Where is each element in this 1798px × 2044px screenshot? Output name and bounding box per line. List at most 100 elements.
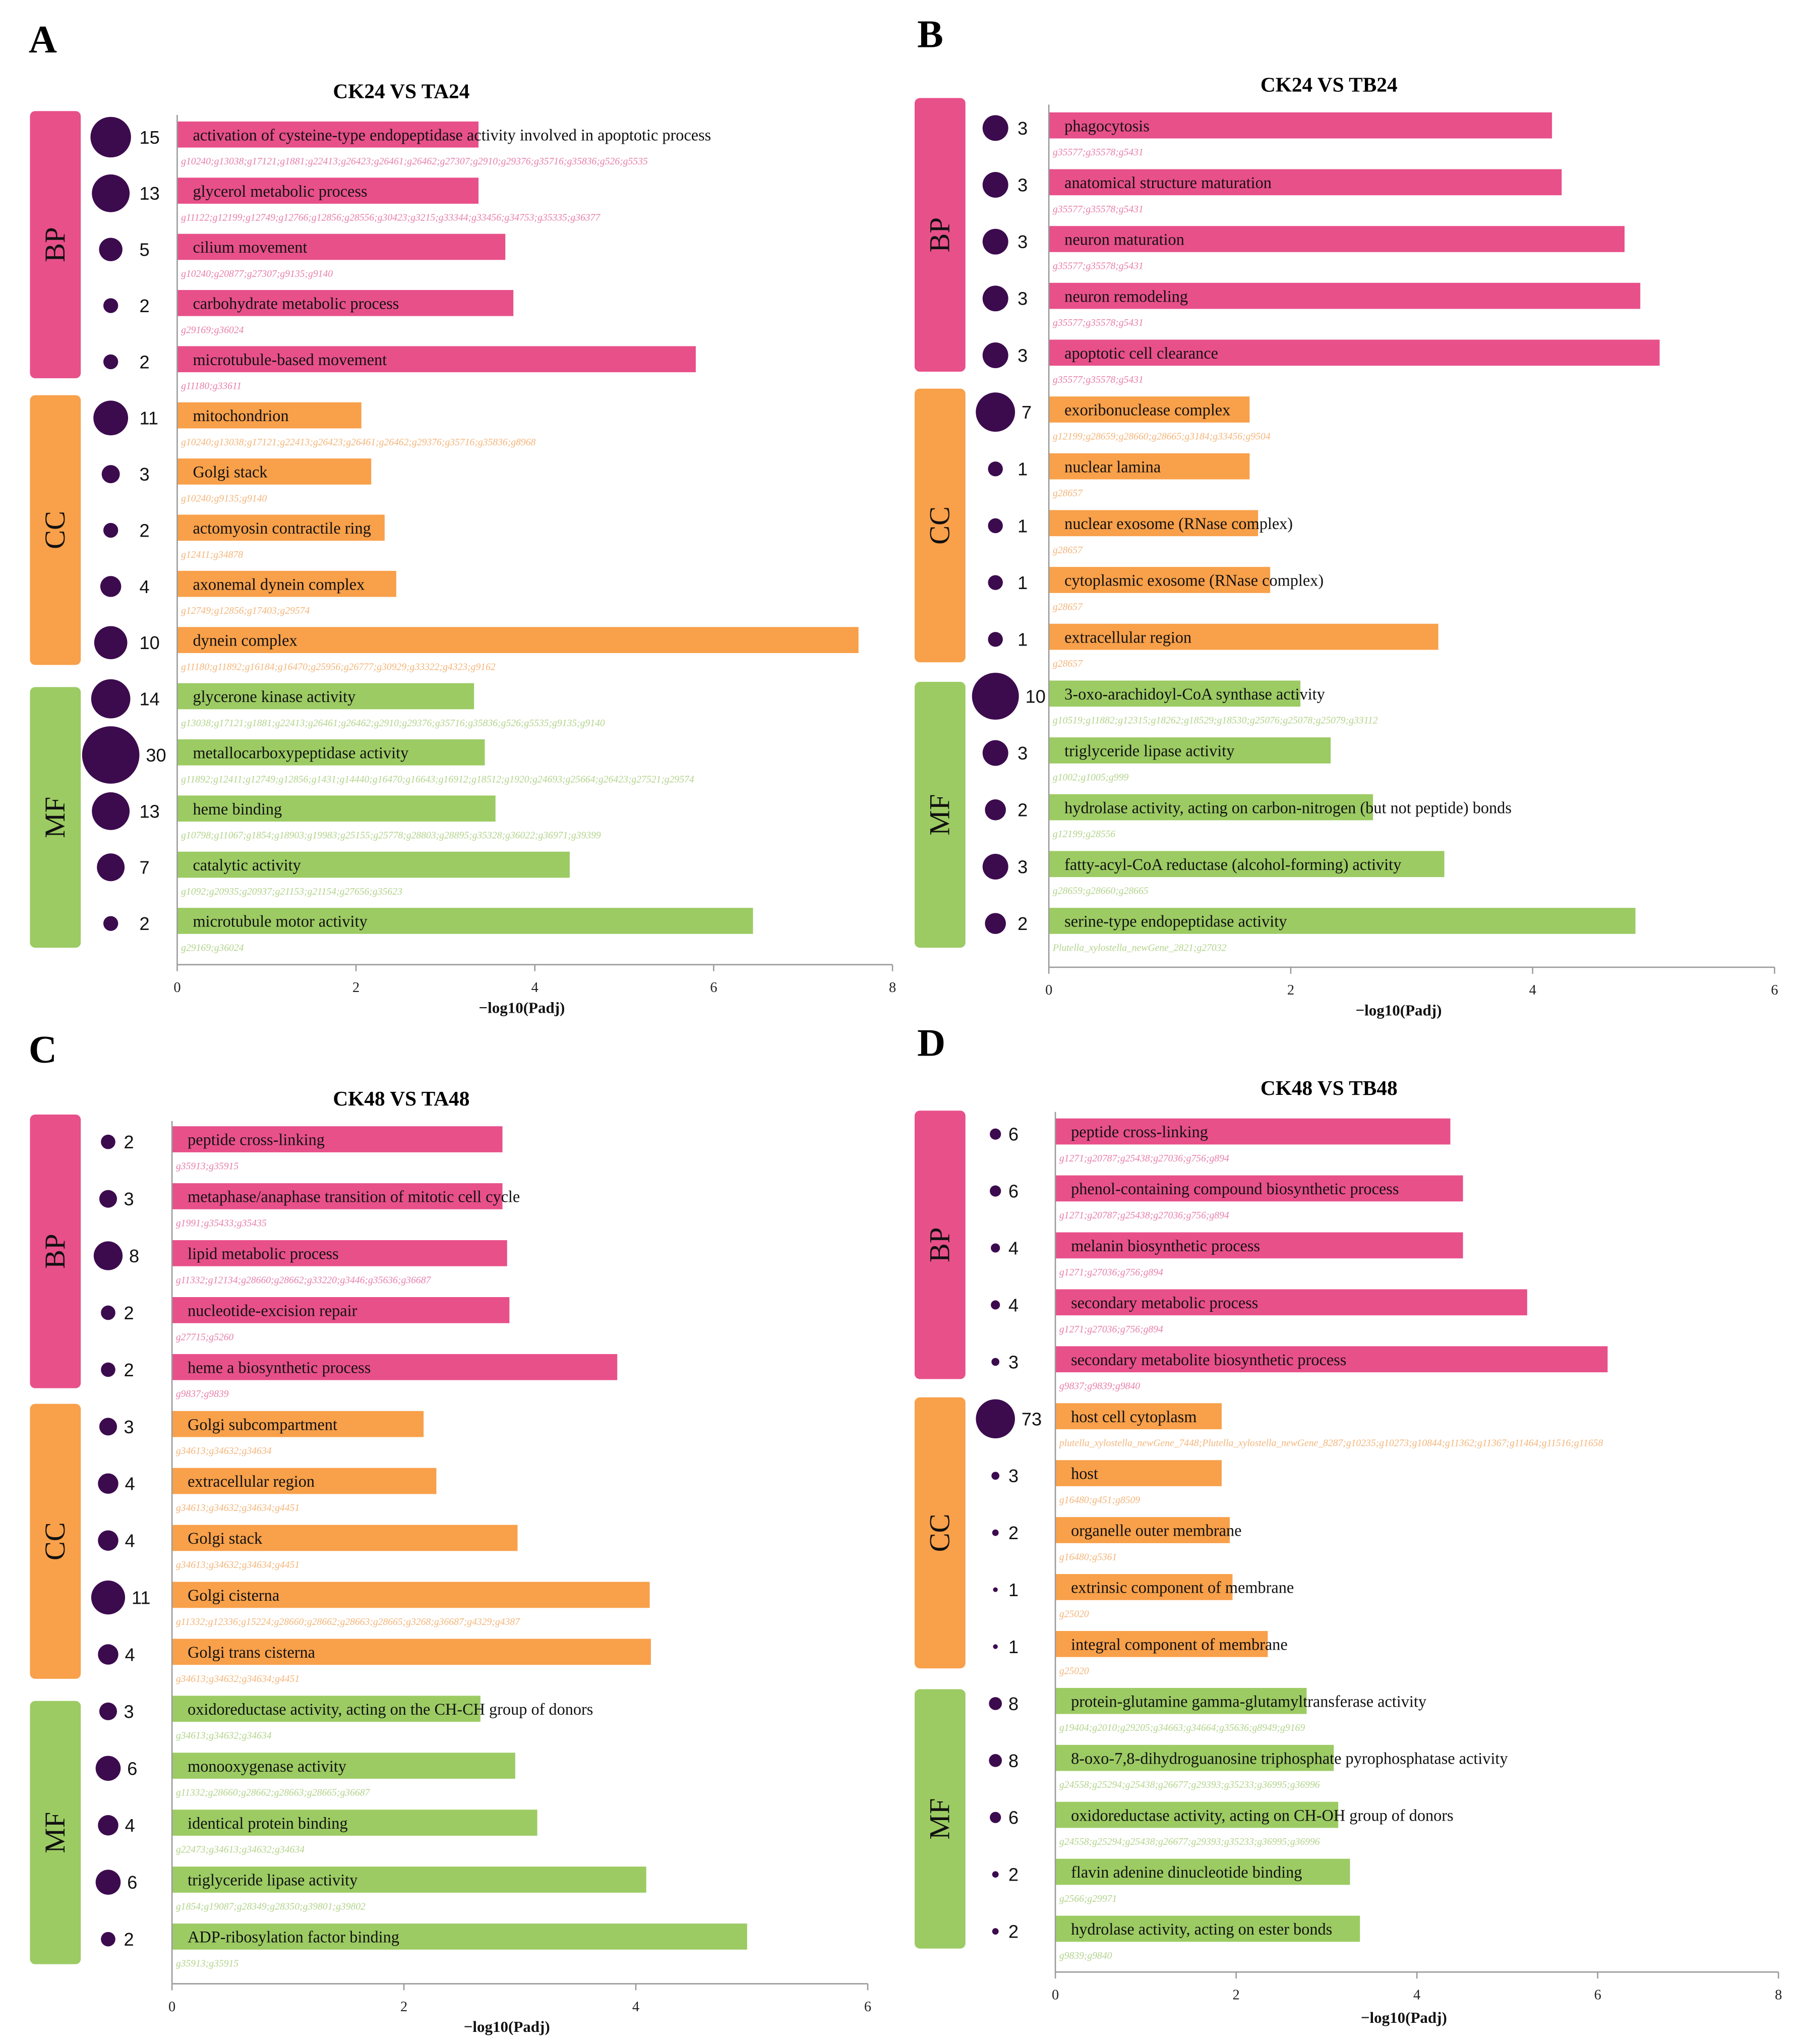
bar — [1049, 112, 1552, 139]
bar — [172, 1696, 481, 1722]
count-bubble — [101, 1932, 115, 1947]
count-label: 13 — [139, 183, 159, 204]
x-tick-label: 8 — [889, 980, 896, 996]
category-box-mf — [30, 687, 81, 948]
term-row: metaphase/anaphase transition of mitotic… — [99, 1183, 520, 1229]
x-axis-title: −log10(Padj) — [464, 2018, 550, 2035]
term-row: axonemal dynein complex g12749;g12856;g17… — [100, 570, 396, 616]
term-row: oxidoreductase activity, acting on the C… — [99, 1696, 593, 1741]
bar — [172, 1126, 503, 1152]
bar — [1055, 1460, 1222, 1486]
bar — [177, 851, 570, 878]
count-label: 4 — [125, 1644, 135, 1665]
term-row: neuron maturation g35577;g35578;g5431 3 — [982, 226, 1625, 271]
count-label: 6 — [1008, 1124, 1018, 1145]
count-bubble — [982, 342, 1008, 368]
gene-list: g9837;g9839 — [176, 1389, 229, 1399]
count-bubble — [988, 461, 1003, 477]
term-label: host cell cytoplasm — [1071, 1408, 1196, 1426]
term-label: microtubule motor activity — [193, 912, 368, 930]
gene-list: g10240;g9135;g9140 — [181, 493, 267, 504]
count-label: 11 — [132, 1588, 151, 1608]
gene-list: g1991;g35433;g35435 — [176, 1218, 267, 1229]
gene-list: g2566;g29971 — [1059, 1894, 1117, 1904]
count-label: 8 — [129, 1246, 139, 1266]
count-bubble — [990, 1128, 1001, 1140]
term-row: extracellular region g34613;g34632;g34634… — [98, 1468, 437, 1513]
count-bubble — [92, 792, 130, 830]
gene-list: g34613;g34632;g34634;g4451 — [176, 1560, 299, 1570]
gene-list: g12199;g28556 — [1053, 829, 1115, 840]
x-tick-label: 2 — [400, 1999, 407, 2015]
gene-list: g10240;g20877;g27307;g9135;g9140 — [181, 269, 333, 279]
term-label: secondary metabolic process — [1071, 1294, 1258, 1312]
term-row: triglyceride lipase activity g1002;g1005;… — [982, 737, 1331, 783]
term-row: 8-oxo-7,8-dihydroguanosine triphosphate … — [989, 1744, 1508, 1790]
term-label: cytoplasmic exosome (RNase complex) — [1064, 571, 1324, 590]
bar — [172, 1468, 437, 1494]
term-label: mitochondrion — [193, 406, 288, 425]
count-bubble — [989, 1754, 1002, 1767]
bar — [172, 1411, 424, 1437]
count-label: 6 — [1008, 1807, 1018, 1828]
bar — [172, 1525, 518, 1551]
gene-list: g35577;g35578;g5431 — [1053, 147, 1144, 158]
term-row: melanin biosynthetic process g1271;g27036… — [991, 1232, 1463, 1278]
bar — [177, 795, 496, 822]
term-label: 8-oxo-7,8-dihydroguanosine triphosphate … — [1071, 1749, 1508, 1767]
x-tick-label: 0 — [1052, 1988, 1059, 2003]
gene-list: g9837;g9839;g9840 — [1059, 1381, 1140, 1392]
gene-list: g34613;g34632;g34634;g4451 — [176, 1503, 299, 1513]
count-bubble — [990, 1812, 1001, 1823]
count-bubble — [976, 1399, 1015, 1439]
bar — [1055, 1118, 1451, 1145]
term-label: melanin biosynthetic process — [1071, 1237, 1260, 1255]
term-row: apoptotic cell clearance g35577;g35578;g5… — [982, 339, 1660, 385]
gene-list: g11332;g12336;g15224;g28660;g28662;g2866… — [176, 1617, 520, 1627]
count-label: 14 — [139, 689, 159, 710]
bar — [177, 514, 385, 541]
count-bubble — [991, 1243, 1000, 1253]
gene-list: g16480;g451;g8509 — [1059, 1495, 1140, 1506]
bar — [1055, 1801, 1339, 1828]
bar — [177, 627, 859, 653]
bar — [1055, 1232, 1463, 1259]
term-row: catalytic activity g1092;g20935;g20937;g2… — [97, 851, 570, 897]
term-row: Golgi trans cisterna g34613;g34632;g34634… — [98, 1639, 651, 1684]
count-label: 4 — [125, 1474, 135, 1494]
x-tick-label: 8 — [1775, 1988, 1782, 2003]
gene-list: g28657 — [1053, 659, 1083, 669]
bar — [1049, 169, 1562, 196]
bar — [1049, 680, 1301, 707]
category-box-bp — [915, 1111, 966, 1379]
category-label-mf: MF — [924, 1798, 955, 1840]
bar — [177, 290, 514, 316]
term-label: lipid metabolic process — [188, 1245, 339, 1263]
term-label: flavin adenine dinucleotide binding — [1071, 1863, 1302, 1881]
term-label: dynein complex — [193, 631, 297, 650]
bar — [1049, 851, 1445, 878]
category-label-cc: CC — [39, 511, 71, 549]
gene-list: g13038;g17121;g1881;g22413;g26461;g26462… — [181, 718, 605, 729]
count-label: 3 — [1008, 1352, 1018, 1372]
x-tick-label: 0 — [173, 980, 181, 996]
count-label: 2 — [1017, 913, 1028, 934]
count-bubble — [982, 285, 1008, 312]
bar — [1055, 1403, 1222, 1430]
count-label: 5 — [139, 240, 149, 260]
term-row: monooxygenase activity g11332;g28660;g286… — [95, 1753, 515, 1798]
count-label: 3 — [1008, 1466, 1018, 1486]
chart-title: CK48 VS TA48 — [333, 1087, 469, 1110]
gene-list: g34613;g34632;g34634 — [176, 1446, 272, 1456]
term-label: phagocytosis — [1064, 116, 1150, 135]
count-bubble — [989, 1697, 1002, 1710]
count-bubble — [988, 575, 1003, 590]
chart-title: CK24 VS TA24 — [333, 79, 469, 102]
term-label: exoribonuclease complex — [1064, 401, 1230, 419]
bar — [1055, 1346, 1608, 1373]
count-bubble — [982, 740, 1008, 766]
count-label: 2 — [124, 1303, 134, 1323]
term-row: extrinsic component of membrane g25020 1 — [993, 1574, 1294, 1619]
term-label: Golgi trans cisterna — [188, 1643, 315, 1661]
term-label: metallocarboxypeptidase activity — [193, 743, 409, 762]
